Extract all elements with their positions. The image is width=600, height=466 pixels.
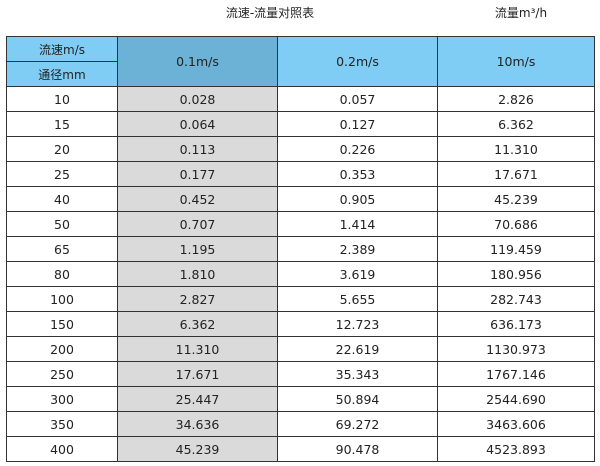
diameter-cell: 50 [6, 211, 118, 237]
flow-cell: 1130.973 [437, 336, 595, 362]
table-row: 25 0.177 0.353 17.671 [6, 161, 595, 187]
flow-cell: 1.810 [117, 261, 278, 287]
diameter-cell: 80 [6, 261, 118, 287]
diameter-cell: 10 [6, 86, 118, 112]
table-row: 65 1.195 2.389 119.459 [6, 236, 595, 262]
table-row: 20 0.113 0.226 11.310 [6, 136, 595, 162]
flow-cell: 17.671 [117, 361, 278, 387]
flow-cell: 12.723 [277, 311, 438, 337]
flow-cell: 3463.606 [437, 411, 595, 437]
velocity-header: 流速m/s [6, 36, 118, 62]
flow-cell: 0.707 [117, 211, 278, 237]
flow-cell: 6.362 [437, 111, 595, 137]
diameter-cell: 250 [6, 361, 118, 387]
flow-cell: 119.459 [437, 236, 595, 262]
diameter-cell: 40 [6, 186, 118, 212]
flow-cell: 0.177 [117, 161, 278, 187]
table-title: 流速-流量对照表 [225, 6, 315, 20]
flow-cell: 0.113 [117, 136, 278, 162]
table-row: 250 17.671 35.343 1767.146 [6, 361, 595, 387]
table-row: 400 45.239 90.478 4523.893 [6, 436, 595, 462]
table-row: 50 0.707 1.414 70.686 [6, 211, 595, 237]
table-row: 80 1.810 3.619 180.956 [6, 261, 595, 287]
diameter-cell: 150 [6, 311, 118, 337]
flow-cell: 11.310 [117, 336, 278, 362]
flow-cell: 35.343 [277, 361, 438, 387]
flow-cell: 45.239 [437, 186, 595, 212]
flow-cell: 1767.146 [437, 361, 595, 387]
diameter-cell: 15 [6, 111, 118, 137]
flow-table: 流速m/s 0.1m/s 0.2m/s 10m/s 通径mm 10 0.028 0.… [6, 36, 595, 462]
flow-cell: 4523.893 [437, 436, 595, 462]
col-header-0.2: 0.2m/s [277, 36, 438, 87]
diameter-cell: 400 [6, 436, 118, 462]
flow-cell: 2.826 [437, 86, 595, 112]
flow-cell: 25.447 [117, 386, 278, 412]
flow-cell: 69.272 [277, 411, 438, 437]
flow-cell: 34.636 [117, 411, 278, 437]
diameter-cell: 20 [6, 136, 118, 162]
header-row: 流速m/s 0.1m/s 0.2m/s 10m/s [6, 36, 595, 87]
diameter-cell: 65 [6, 236, 118, 262]
table-row: 150 6.362 12.723 636.173 [6, 311, 595, 337]
flow-cell: 17.671 [437, 161, 595, 187]
diameter-cell: 300 [6, 386, 118, 412]
flow-cell: 45.239 [117, 436, 278, 462]
diameter-cell: 100 [6, 286, 118, 312]
table-row: 100 2.827 5.655 282.743 [6, 286, 595, 312]
flow-cell: 0.905 [277, 186, 438, 212]
col-header-0.1: 0.1m/s [117, 36, 278, 87]
table-row: 15 0.064 0.127 6.362 [6, 111, 595, 137]
flow-cell: 0.028 [117, 86, 278, 112]
flow-cell: 1.414 [277, 211, 438, 237]
flow-cell: 0.064 [117, 111, 278, 137]
flow-cell: 5.655 [277, 286, 438, 312]
flow-cell: 282.743 [437, 286, 595, 312]
table-row: 10 0.028 0.057 2.826 [6, 86, 595, 112]
diameter-cell: 200 [6, 336, 118, 362]
table-row: 300 25.447 50.894 2544.690 [6, 386, 595, 412]
flow-cell: 6.362 [117, 311, 278, 337]
diameter-cell: 350 [6, 411, 118, 437]
diameter-header: 通径mm [6, 61, 118, 87]
flow-cell: 2.827 [117, 286, 278, 312]
flow-cell: 636.173 [437, 311, 595, 337]
flow-cell: 2.389 [277, 236, 438, 262]
flow-cell: 50.894 [277, 386, 438, 412]
table-row: 350 34.636 69.272 3463.606 [6, 411, 595, 437]
flow-cell: 3.619 [277, 261, 438, 287]
diameter-cell: 25 [6, 161, 118, 187]
flow-cell: 0.127 [277, 111, 438, 137]
header-row: 通径mm [6, 61, 595, 87]
flow-cell: 0.353 [277, 161, 438, 187]
flow-cell: 22.619 [277, 336, 438, 362]
flow-cell: 2544.690 [437, 386, 595, 412]
flow-cell: 0.057 [277, 86, 438, 112]
table-row: 40 0.452 0.905 45.239 [6, 186, 595, 212]
col-header-10: 10m/s [437, 36, 595, 87]
flow-cell: 0.452 [117, 186, 278, 212]
flow-cell: 70.686 [437, 211, 595, 237]
unit-label: 流量m³/h [494, 6, 548, 20]
flow-cell: 1.195 [117, 236, 278, 262]
flow-cell: 11.310 [437, 136, 595, 162]
flow-cell: 90.478 [277, 436, 438, 462]
flow-cell: 180.956 [437, 261, 595, 287]
table-row: 200 11.310 22.619 1130.973 [6, 336, 595, 362]
flow-cell: 0.226 [277, 136, 438, 162]
